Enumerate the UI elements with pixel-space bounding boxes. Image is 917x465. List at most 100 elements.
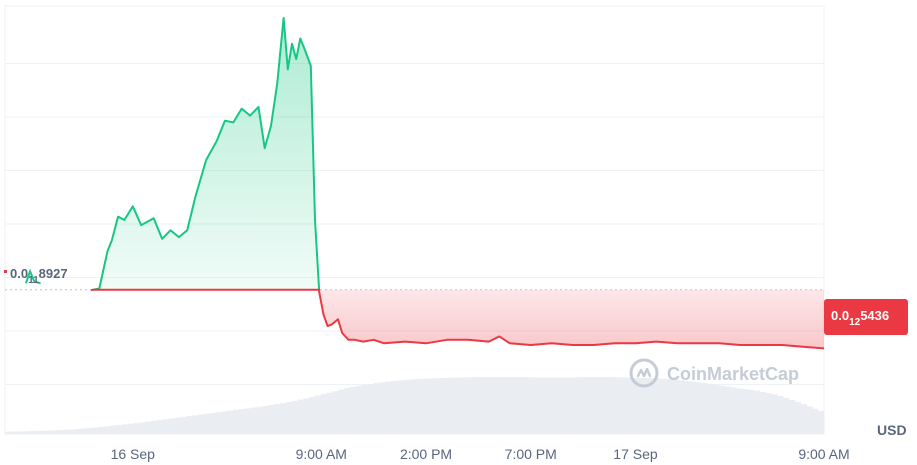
volume-bar bbox=[654, 378, 661, 434]
volume-bar bbox=[613, 377, 620, 434]
volume-bar bbox=[408, 379, 415, 434]
volume-bar bbox=[186, 416, 193, 434]
volume-bar bbox=[718, 385, 725, 434]
area-above-reference bbox=[93, 18, 320, 290]
volume-bar bbox=[712, 384, 720, 434]
volume-bar bbox=[636, 377, 644, 434]
coinmarketcap-logo-icon bbox=[629, 358, 659, 388]
volume-bar bbox=[34, 430, 41, 434]
volume-bar bbox=[45, 430, 53, 434]
price-line-down bbox=[90, 288, 825, 350]
volume-bar bbox=[268, 405, 275, 434]
volume-bar bbox=[373, 383, 380, 434]
volume-bar bbox=[69, 429, 76, 434]
volume-bar bbox=[525, 377, 532, 434]
volume-bar bbox=[396, 380, 404, 434]
svg-text:0.0118927: 0.0118927 bbox=[10, 266, 68, 286]
volume-bars bbox=[5, 377, 825, 434]
x-axis-ticks: 16 Sep 9:00 AM 2:00 PM 7:00 PM 17 Sep 9:00 AM bbox=[111, 446, 850, 462]
volume-bar bbox=[244, 408, 252, 434]
volume-bar bbox=[473, 377, 480, 434]
volume-bar bbox=[747, 389, 755, 434]
volume-bar bbox=[192, 415, 199, 434]
volume-bar bbox=[414, 379, 421, 434]
volume-bar bbox=[683, 380, 690, 434]
volume-bar bbox=[519, 377, 527, 434]
volume-bar bbox=[549, 377, 556, 434]
current-price-badge-bg bbox=[824, 299, 908, 335]
volume-bar bbox=[356, 385, 363, 434]
reference-prefix: 0.0 bbox=[10, 266, 28, 281]
volume-bar bbox=[157, 420, 164, 434]
volume-bar bbox=[783, 397, 790, 434]
volume-bar bbox=[671, 379, 679, 434]
volume-bar bbox=[432, 378, 439, 434]
volume-bar bbox=[490, 377, 497, 434]
volume-bar bbox=[332, 391, 339, 434]
volume-bar bbox=[28, 431, 35, 434]
price-line-up bbox=[92, 17, 321, 291]
volume-bar bbox=[221, 411, 228, 434]
volume-bar bbox=[133, 423, 140, 434]
volume-bar bbox=[51, 430, 59, 434]
volume-bar bbox=[10, 431, 18, 434]
volume-bar bbox=[233, 409, 240, 434]
volume-bar bbox=[274, 404, 281, 434]
volume-bar bbox=[402, 379, 410, 434]
volume-bar bbox=[630, 377, 638, 434]
volume-bar bbox=[455, 377, 462, 434]
volume-bar bbox=[508, 377, 515, 434]
volume-bar bbox=[420, 378, 427, 434]
volume-bar bbox=[437, 378, 445, 434]
volume-bar bbox=[800, 404, 807, 434]
volume-bar bbox=[478, 377, 486, 434]
volume-bar bbox=[250, 407, 257, 434]
x-tick-label: 16 Sep bbox=[111, 446, 156, 462]
x-tick-label: 2:00 PM bbox=[400, 446, 452, 462]
volume-bar bbox=[379, 382, 386, 434]
volume-bar bbox=[75, 428, 82, 434]
volume-bar bbox=[344, 388, 351, 434]
volume-bar bbox=[350, 386, 357, 434]
volume-bar bbox=[642, 378, 649, 434]
volume-bar bbox=[578, 377, 585, 434]
volume-bar bbox=[467, 377, 474, 434]
volume-bar bbox=[239, 409, 246, 434]
volume-bar bbox=[391, 380, 398, 434]
volume-bar bbox=[180, 416, 187, 434]
x-tick-label: 17 Sep bbox=[613, 446, 658, 462]
volume-bar bbox=[110, 425, 117, 434]
volume-bar bbox=[531, 377, 538, 434]
volume-bar bbox=[543, 377, 550, 434]
volume-bar bbox=[701, 383, 708, 434]
price-lines bbox=[24, 17, 825, 350]
volume-bar bbox=[595, 377, 603, 434]
current-price-badge: 0.0125436 bbox=[824, 299, 908, 335]
volume-bar bbox=[57, 430, 64, 434]
current-digits: 5436 bbox=[860, 308, 889, 323]
volume-bar bbox=[753, 390, 761, 434]
volume-bar bbox=[648, 378, 655, 434]
volume-bar bbox=[625, 377, 632, 434]
currency-label: USD bbox=[877, 422, 907, 438]
volume-bar bbox=[537, 377, 544, 434]
volume-bar bbox=[116, 425, 123, 434]
volume-bar bbox=[215, 412, 222, 434]
volume-bar bbox=[303, 398, 310, 434]
volume-bar bbox=[484, 377, 491, 434]
volume-bar bbox=[572, 377, 579, 434]
price-areas bbox=[90, 18, 824, 349]
current-prefix: 0.0 bbox=[831, 308, 849, 323]
volume-bar bbox=[104, 426, 111, 434]
volume-bar bbox=[566, 377, 573, 434]
volume-bar bbox=[426, 378, 433, 434]
volume-bar bbox=[660, 378, 667, 434]
volume-bar bbox=[127, 423, 135, 434]
volume-bar bbox=[139, 422, 146, 434]
volume-bar bbox=[736, 388, 743, 434]
area-below-reference bbox=[90, 289, 824, 349]
volume-bar bbox=[584, 377, 591, 434]
volume-bar bbox=[174, 417, 181, 434]
volume-bar bbox=[320, 394, 328, 434]
